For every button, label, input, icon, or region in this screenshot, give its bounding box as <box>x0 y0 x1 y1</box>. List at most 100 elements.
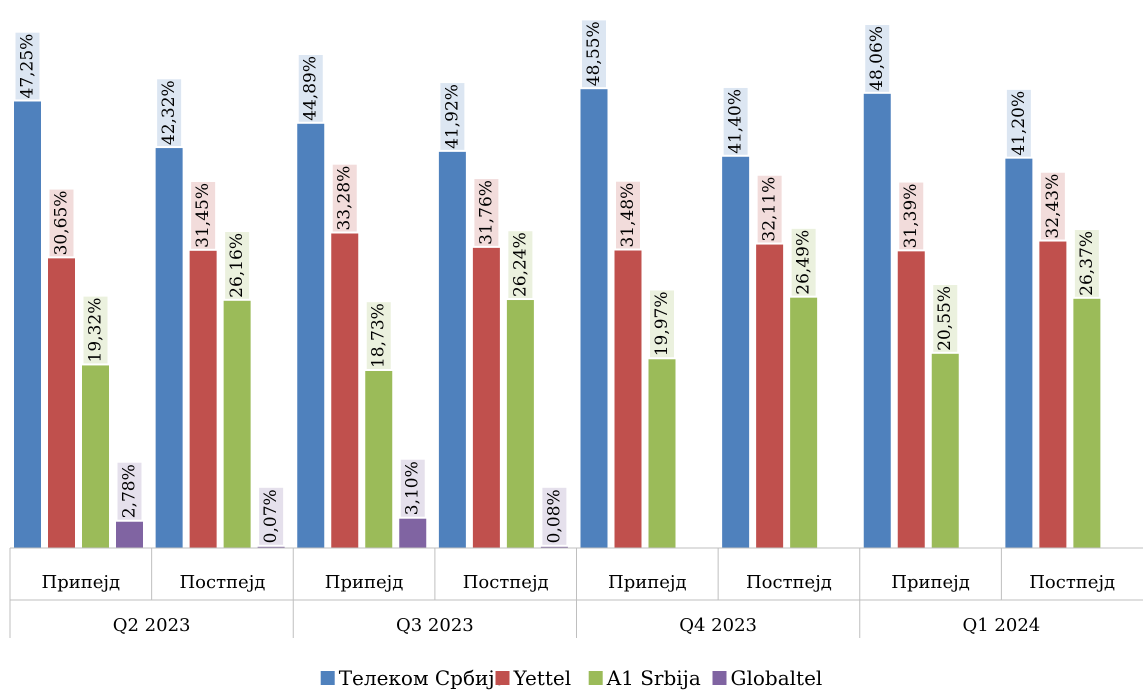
legend-item-телеком-србија: Телеком Србија <box>320 666 507 690</box>
value-label-bg-a1-srbija-6 <box>933 285 958 352</box>
value-label-a1-srbija-5: 26,49% <box>794 230 814 295</box>
bar-телеком-србија-5 <box>722 156 750 548</box>
bar-a1-srbija-5 <box>790 297 818 548</box>
value-label-yettel-0: 30,65% <box>52 191 72 256</box>
value-label-телеком-србија-7: 41,20% <box>1009 91 1029 156</box>
value-label-bg-yettel-1 <box>191 182 216 249</box>
value-label-телеком-србија-6: 48,06% <box>867 26 887 91</box>
legend: Телеком Србија Yettel A1 Srbija Globaltel <box>320 666 823 690</box>
tick-label-4: Припејд <box>608 572 687 593</box>
value-label-globaltel-1: 0,07% <box>261 489 281 543</box>
legend-label-a1-srbija: A1 Srbija <box>606 666 701 690</box>
value-label-bg-yettel-6 <box>899 182 924 250</box>
value-label-a1-srbija-3: 26,24% <box>510 232 530 297</box>
bar-yettel-3 <box>472 247 500 548</box>
tick-label-1: Постпејд <box>179 572 265 593</box>
value-label-yettel-6: 31,39% <box>901 184 921 249</box>
value-label-bg-телеком-србија-7 <box>1006 89 1031 157</box>
value-label-yettel-3: 31,76% <box>476 180 496 245</box>
value-label-a1-srbija-6: 20,55% <box>935 286 955 351</box>
value-label-globaltel-3: 0,08% <box>544 489 564 543</box>
tick-label-7: Постпејд <box>1029 572 1115 593</box>
quarter-label-1: Q3 2023 <box>396 615 474 636</box>
bar-a1-srbija-4 <box>648 359 676 548</box>
value-label-bg-yettel-7 <box>1040 172 1065 240</box>
value-label-yettel-7: 32,43% <box>1043 174 1063 239</box>
tick-label-6: Припејд <box>891 572 970 593</box>
value-label-телеком-србија-5: 41,40% <box>726 89 746 154</box>
value-label-a1-srbija-4: 19,97% <box>652 291 672 356</box>
value-label-yettel-1: 31,45% <box>193 183 213 248</box>
value-label-bg-телеком-србија-5 <box>723 87 748 155</box>
category-axis: Припејд Постпејд Q2 2023 Припејд Постпејд Q3 … <box>9 547 1143 638</box>
value-label-bg-телеком-србија-4 <box>582 20 606 88</box>
bar-телеком-србија-3 <box>438 151 466 549</box>
bar-globaltel-2 <box>399 518 427 548</box>
bar-a1-srbija-6 <box>931 353 959 548</box>
value-label-globaltel-0: 2,78% <box>120 464 140 518</box>
value-label-a1-srbija-7: 26,37% <box>1077 231 1097 296</box>
bar-a1-srbija-3 <box>506 300 534 548</box>
bar-yettel-6 <box>897 251 925 549</box>
value-label-bg-a1-srbija-2 <box>366 302 391 369</box>
value-label-a1-srbija-0: 19,32% <box>86 298 106 363</box>
tick-label-2: Припејд <box>325 572 404 593</box>
legend-swatch-globaltel <box>712 671 727 685</box>
value-label-bg-a1-srbija-5 <box>791 228 816 296</box>
value-label-bg-yettel-2 <box>332 164 357 232</box>
value-label-bg-globaltel-1 <box>259 487 284 545</box>
tick-label-3: Постпејд <box>463 572 549 593</box>
value-label-bg-a1-srbija-7 <box>1074 230 1099 297</box>
value-label-yettel-2: 33,28% <box>335 166 355 231</box>
value-label-globaltel-2: 3,10% <box>403 461 423 515</box>
value-label-bg-телеком-србија-1 <box>157 79 182 147</box>
bar-a1-srbija-1 <box>223 300 251 548</box>
bar-yettel-5 <box>756 244 784 548</box>
value-label-bg-телеком-србија-0 <box>15 32 40 100</box>
legend-item-a1-srbija: A1 Srbija <box>588 666 701 690</box>
value-label-телеком-србија-1: 42,32% <box>159 80 179 145</box>
bars-layer <box>14 89 1101 549</box>
bar-телеком-србија-6 <box>863 93 891 548</box>
legend-label-globaltel: Globaltel <box>731 666 823 690</box>
legend-item-yettel: Yettel <box>495 666 572 690</box>
bar-globaltel-1 <box>257 546 285 548</box>
value-label-a1-srbija-1: 26,16% <box>227 233 247 298</box>
value-label-yettel-5: 32,11% <box>760 177 780 242</box>
value-label-bg-globaltel-0 <box>117 462 142 520</box>
bar-globaltel-0 <box>116 521 143 548</box>
bar-телеком-србија-2 <box>297 123 325 548</box>
value-label-bg-a1-srbija-1 <box>225 231 250 299</box>
tick-label-0: Припејд <box>42 572 121 593</box>
bar-globaltel-3 <box>540 546 568 548</box>
value-label-bg-a1-srbija-0 <box>83 296 108 364</box>
value-label-bg-a1-srbija-4 <box>650 290 674 358</box>
value-label-телеком-србија-4: 48,55% <box>584 21 604 86</box>
bar-телеком-србија-1 <box>155 148 183 548</box>
legend-label-телеком-србија: Телеком Србија <box>339 666 507 690</box>
value-label-bg-телеком-србија-3 <box>440 83 465 150</box>
bar-yettel-2 <box>331 233 359 548</box>
quarter-label-3: Q1 2024 <box>963 615 1041 636</box>
bar-yettel-4 <box>614 250 642 548</box>
legend-item-globaltel: Globaltel <box>712 666 823 690</box>
bar-yettel-1 <box>189 250 217 549</box>
value-label-a1-srbija-2: 18,73% <box>369 303 389 368</box>
value-label-yettel-4: 31,48% <box>618 183 638 248</box>
legend-swatch-a1-srbija <box>588 671 603 685</box>
value-label-bg-a1-srbija-3 <box>508 231 533 299</box>
quarter-label-2: Q4 2023 <box>679 615 757 636</box>
tick-label-5: Постпејд <box>746 572 832 593</box>
quarter-label-0: Q2 2023 <box>113 615 191 636</box>
bar-телеком-србија-4 <box>580 89 608 548</box>
value-label-bg-yettel-0 <box>49 189 74 257</box>
bar-a1-srbija-7 <box>1073 298 1101 548</box>
bar-телеком-србија-7 <box>1005 158 1033 548</box>
value-label-телеком-србија-3: 41,92% <box>442 84 462 149</box>
value-label-телеком-србија-2: 44,89% <box>301 56 321 121</box>
value-labels-layer: 47,25% 42,32% 44,89% 41,92% 48,55% 41,40% 48,0… <box>15 20 1099 545</box>
value-label-bg-yettel-3 <box>474 179 499 246</box>
legend-label-yettel: Yettel <box>513 666 572 690</box>
legend-swatch-телеком-србија <box>320 671 335 685</box>
